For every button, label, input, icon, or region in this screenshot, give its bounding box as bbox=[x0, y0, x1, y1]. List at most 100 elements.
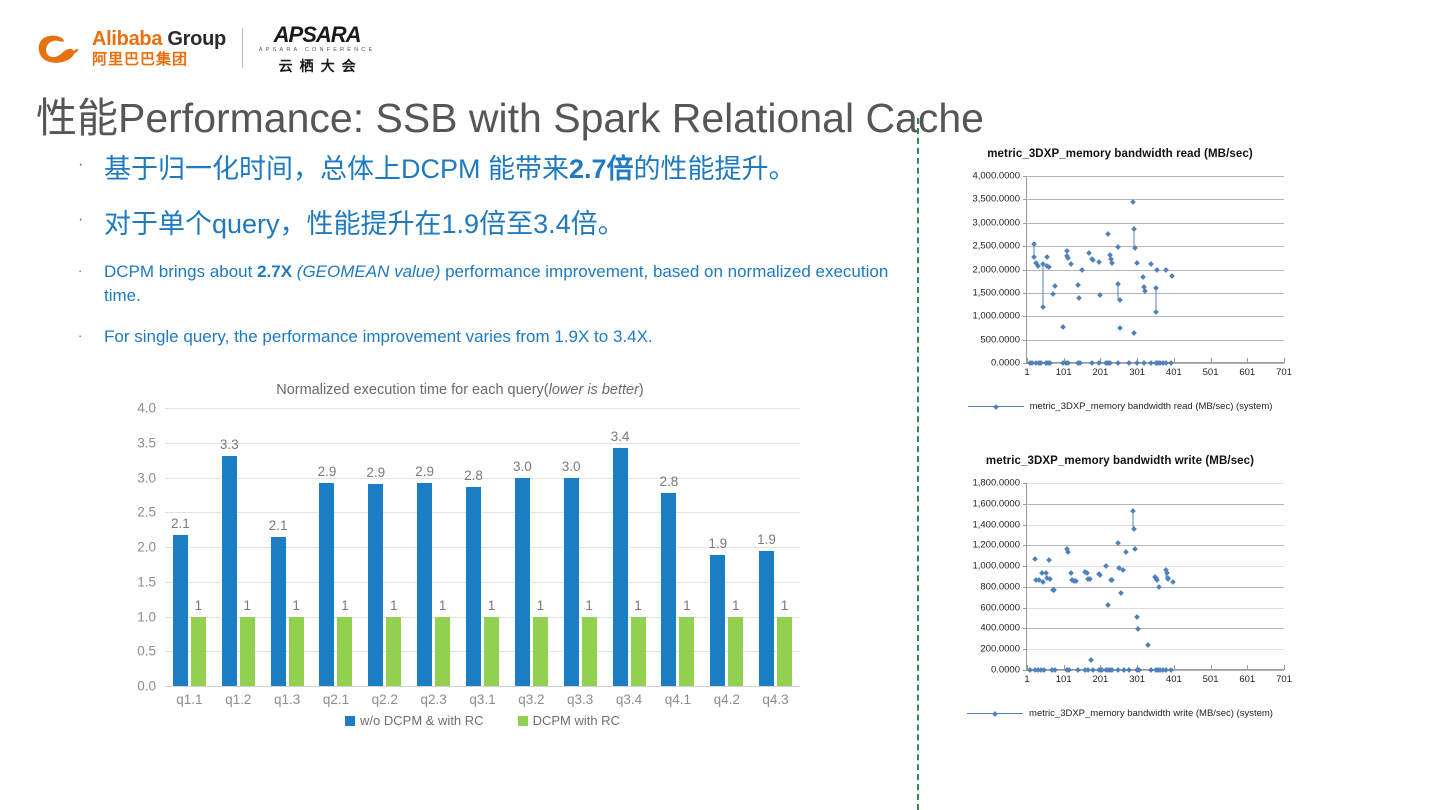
bar-green: 1 bbox=[483, 598, 499, 686]
bar-chart-y-tick-label: 2.5 bbox=[137, 504, 156, 520]
bullet-marker-icon: · bbox=[78, 327, 83, 343]
bar-chart: Normalized execution time for each query… bbox=[110, 382, 810, 754]
bullet-en1-part-d: performance improvement, based on normal… bbox=[104, 262, 889, 306]
bar-chart-y-tick-label: 3.0 bbox=[137, 470, 156, 485]
scatter-y-tick-mark bbox=[1023, 524, 1027, 526]
bar-group: 2.8 1 bbox=[458, 408, 507, 686]
scatter-x-tick-label: 401 bbox=[1165, 367, 1182, 378]
scatter-point bbox=[1065, 254, 1071, 261]
scatter-y-tick-mark bbox=[1023, 649, 1027, 651]
scatter-y-tick-mark bbox=[1023, 176, 1027, 177]
bar-chart-y-tick-label: 0.5 bbox=[137, 643, 156, 659]
bar-value-label: 1 bbox=[683, 597, 691, 613]
scatter-write-plot-area: 0.0000 200.0000 400.0000 600.0000 800.0000 1,… bbox=[972, 478, 1291, 686]
bar-chart-gridline bbox=[165, 547, 800, 548]
bar-blue: 2.8 bbox=[659, 474, 678, 686]
scatter-gridline bbox=[1027, 176, 1284, 177]
scatter-gridline bbox=[1027, 586, 1284, 588]
scatter-point bbox=[1170, 579, 1177, 586]
bar-value-label: 2.9 bbox=[415, 464, 435, 480]
bar-chart-y-tick-label: 4.0 bbox=[137, 400, 156, 416]
bar-group: 3.0 1 bbox=[507, 408, 556, 686]
scatter-y-tick-label: 3,500.0000 bbox=[972, 193, 1020, 205]
bullet-marker-icon: · bbox=[78, 156, 84, 173]
bullet-marker-icon: · bbox=[78, 211, 84, 229]
scatter-y-tick-label: 1,500.0000 bbox=[972, 287, 1020, 299]
bullet-text-cn-2: 对于单个query，性能提升在1.9倍至3.4倍。 bbox=[104, 209, 625, 240]
scatter-y-tick-mark bbox=[1023, 269, 1027, 271]
bar-value-label: 3.4 bbox=[610, 428, 630, 444]
bar-chart-y-tick-label: 1.0 bbox=[137, 609, 156, 624]
bar-chart-legend: w/o DCPM & with RC DCPM with RC bbox=[165, 713, 800, 728]
bar-chart-x-tick-label: q2.3 bbox=[420, 692, 447, 707]
scatter-gridline bbox=[1027, 316, 1284, 318]
alibaba-wordmark: Alibaba Group 阿里巴巴集团 bbox=[92, 29, 226, 67]
bar-chart-gridline bbox=[165, 512, 800, 514]
bar-group: 2.9 1 bbox=[360, 408, 409, 686]
scatter-x-tick-label: 101 bbox=[1055, 367, 1072, 378]
section-divider-line bbox=[917, 118, 919, 810]
bar-group: 2.9 1 bbox=[312, 408, 361, 686]
bar-chart-x-tick-label: q3.1 bbox=[469, 692, 496, 707]
scatter-point bbox=[1079, 267, 1086, 273]
scatter-read-plot-area: 0.0000 500.0000 1,000.0000 1,500.0000 2,000.… bbox=[972, 171, 1291, 379]
bar-blue: 2.9 bbox=[415, 464, 434, 686]
bar-value-label: 1 bbox=[731, 597, 740, 613]
scatter-gridline bbox=[1027, 649, 1284, 651]
bar-blue: 2.9 bbox=[366, 465, 385, 686]
bar-blue: 3.0 bbox=[513, 459, 532, 686]
bar-value-label: 2.8 bbox=[464, 468, 483, 484]
bar-value-label: 1 bbox=[634, 597, 642, 613]
bar-chart-y-tick-label: 0.0 bbox=[137, 678, 156, 694]
scatter-y-tick-label: 0.0000 bbox=[990, 664, 1020, 676]
scatter-point bbox=[1047, 575, 1053, 582]
scatter-y-tick-mark bbox=[1023, 363, 1027, 364]
scatter-point bbox=[1155, 584, 1162, 590]
bullet-cn1-part-a: 基于归一化时间，总体上DCPM 能带来 bbox=[104, 154, 569, 184]
bullet-item-en-2: · For single query, the performance impr… bbox=[78, 325, 898, 349]
bar-value-label: 1 bbox=[585, 597, 593, 613]
scatter-x-tick-label: 201 bbox=[1092, 367, 1109, 378]
scatter-point bbox=[1075, 282, 1081, 288]
brand-logo-bar: Alibaba Group 阿里巴巴集团 APSARA APSARA CONFE… bbox=[36, 24, 375, 73]
bar-value-label: 1.9 bbox=[708, 536, 728, 552]
scatter-x-tick-mark bbox=[1100, 358, 1102, 363]
bar-chart-plot-area: 0.0 0.5 1.0 1.5 2.0 2.5 3.0 3.5 4.0 2.1 1 3.3 1 2.1 1 2… bbox=[137, 401, 800, 694]
scatter-x-tick-mark bbox=[1173, 665, 1175, 670]
scatter-y-tick-label: 1,800.0000 bbox=[972, 477, 1020, 489]
scatter-point bbox=[1050, 290, 1056, 297]
scatter-x-tick-label: 1 bbox=[1024, 367, 1030, 378]
bar-value-label: 1 bbox=[243, 597, 252, 613]
scatter-point bbox=[1076, 295, 1082, 301]
scatter-point bbox=[1086, 250, 1092, 256]
bar-chart-x-tick-label: q2.1 bbox=[322, 692, 350, 707]
bullet-item-cn-1: · 基于归一化时间，总体上DCPM 能带来2.7倍的性能提升。 bbox=[78, 150, 898, 189]
scatter-x-tick-label: 401 bbox=[1165, 674, 1182, 685]
scatter-x-tick-mark bbox=[1247, 358, 1249, 363]
bar-group: 1.9 1 bbox=[702, 408, 751, 686]
bar-value-label: 1 bbox=[780, 597, 789, 613]
scatter-point bbox=[1153, 308, 1159, 315]
scatter-y-tick-mark bbox=[1023, 483, 1027, 484]
scatter-gridline bbox=[1027, 503, 1284, 505]
bar-blue: 2.9 bbox=[318, 464, 336, 686]
bar-blue: 1.9 bbox=[757, 532, 776, 686]
scatter-read-legend-label: metric_3DXP_memory bandwidth read (MB/se… bbox=[1029, 401, 1273, 412]
scatter-point bbox=[1103, 563, 1109, 569]
bar-green: 1 bbox=[190, 598, 206, 686]
bar-green: 1 bbox=[532, 598, 548, 686]
scatter-point bbox=[1130, 525, 1137, 532]
scatter-point-zero bbox=[1167, 667, 1174, 673]
scatter-point bbox=[1168, 272, 1175, 279]
scatter-point bbox=[1095, 258, 1102, 265]
bar-value-label: 3.0 bbox=[561, 459, 581, 475]
bar-blue: 3.0 bbox=[562, 459, 581, 686]
scatter-write-body: 0.0000 200.0000 400.0000 600.0000 800.0000 1,… bbox=[950, 478, 1291, 698]
scatter-y-tick-mark bbox=[1023, 222, 1027, 224]
bar-value-label: 1 bbox=[292, 597, 300, 613]
bar-chart-gridline bbox=[165, 477, 800, 479]
scatter-point bbox=[1117, 590, 1124, 596]
scatter-x-tick-mark bbox=[1210, 358, 1212, 363]
bullet-item-cn-2: · 对于单个query，性能提升在1.9倍至3.4倍。 bbox=[78, 205, 898, 244]
scatter-point bbox=[1153, 284, 1159, 291]
